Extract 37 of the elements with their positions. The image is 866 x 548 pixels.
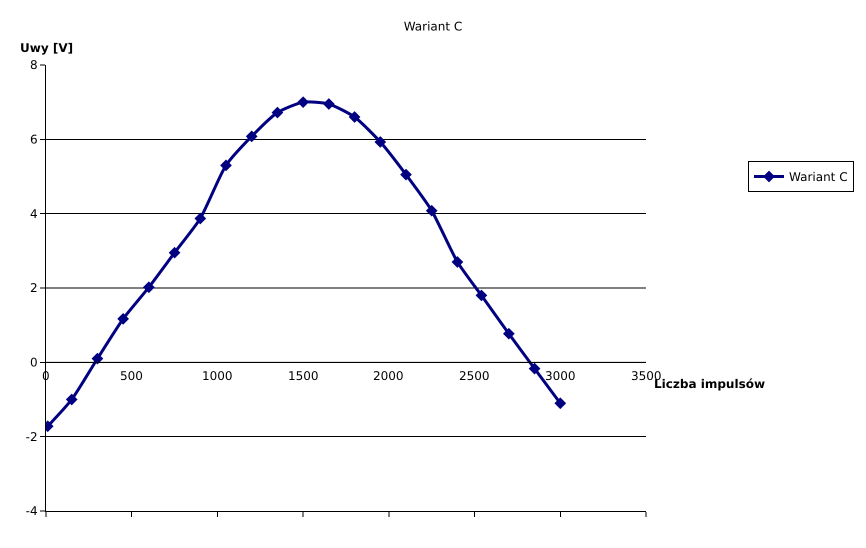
y-tick-label: -2	[26, 430, 38, 444]
point	[297, 96, 309, 108]
point	[246, 130, 258, 142]
x-tick-label: 500	[120, 369, 143, 383]
point	[400, 168, 412, 180]
point	[452, 256, 464, 268]
y-tick-label: 2	[30, 281, 38, 296]
x-axis-title: Liczba impulsów	[654, 377, 766, 391]
point	[348, 111, 360, 123]
point	[117, 313, 129, 325]
x-tick-label: 1500	[288, 369, 319, 383]
x-tick-label: 2000	[373, 369, 404, 383]
point	[476, 290, 488, 302]
legend-label: Wariant C	[789, 170, 848, 184]
point	[503, 328, 515, 340]
point	[143, 281, 155, 294]
point	[323, 98, 335, 110]
point	[528, 362, 540, 374]
point	[426, 204, 438, 217]
point	[92, 352, 104, 364]
y-tick-label: 4	[30, 206, 38, 221]
chart-title: Wariant C	[404, 19, 462, 34]
x-tick-label: 1000	[202, 369, 233, 383]
point	[194, 212, 206, 224]
y-tick-label: 8	[30, 58, 38, 72]
x-tick-label: 3000	[545, 369, 576, 383]
x-tick-label: 2500	[459, 369, 490, 383]
point	[554, 397, 566, 410]
y-tick-label: 0	[30, 356, 38, 370]
point	[220, 160, 232, 172]
point	[66, 394, 78, 406]
point	[168, 246, 180, 259]
y-axis-title: Uwy [V]	[20, 41, 74, 55]
point	[272, 106, 284, 118]
point	[374, 136, 386, 148]
y-tick-label: -4	[26, 504, 38, 518]
y-tick-label: 6	[30, 132, 38, 147]
